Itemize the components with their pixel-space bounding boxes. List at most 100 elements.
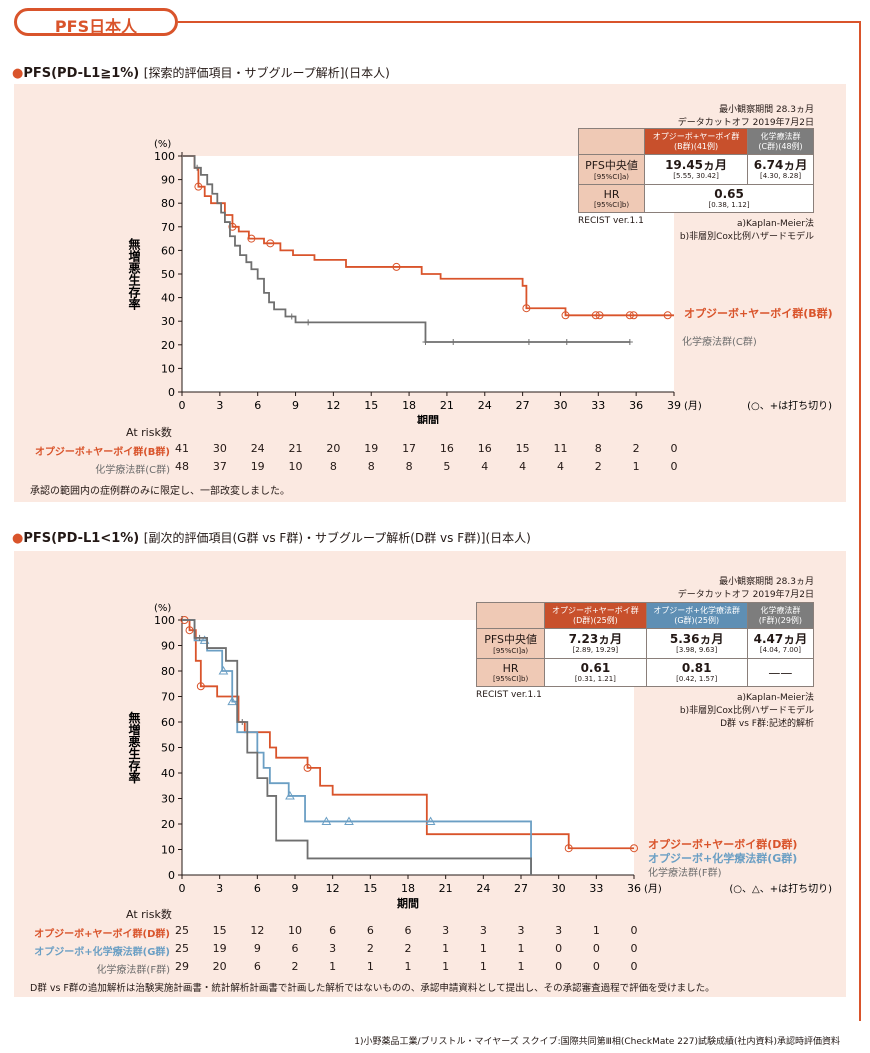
censor-plus <box>525 338 532 345</box>
x-tick-label: 3 <box>216 882 223 895</box>
risk-c-value: 48 <box>175 460 189 473</box>
x-tick-label: 21 <box>439 882 453 895</box>
x-tick-label: 24 <box>476 882 490 895</box>
risk-b-value: 21 <box>288 442 303 455</box>
censor-circle <box>185 626 194 635</box>
censor-plus <box>239 719 246 725</box>
x-tick-label: 12 <box>326 399 340 412</box>
risk-g-value: 1 <box>442 942 450 955</box>
risk-c-value: 5 <box>443 460 451 473</box>
table2-col-d: オプジーボ+ヤーボイ群 (D群)(25例) <box>544 602 647 629</box>
risk-d-value: 12 <box>250 924 265 937</box>
x-tick-label: 36 <box>627 882 641 895</box>
censor-plus <box>450 338 457 345</box>
risk-g-value: 0 <box>592 942 600 955</box>
x-tick-label: 33 <box>589 882 603 895</box>
risk-f-value: 1 <box>517 960 525 973</box>
table2-d-median: 7.23ヵ月 [2.89, 19.29] <box>544 628 647 659</box>
censor-circle <box>625 311 634 320</box>
censor-circle <box>564 844 573 853</box>
risk-g-value: 25 <box>175 942 189 955</box>
y-tick-label: 60 <box>161 716 175 729</box>
legend-blue: オプジーボ+化学療法群(G群) <box>648 851 797 865</box>
section2-approval-note: D群 vs F群の追加解析は治験実施計画書・統計解析計画書で計画した解析ではない… <box>30 983 715 994</box>
x-tick-label: 0 <box>179 399 186 412</box>
censor-plus <box>305 319 312 326</box>
section1-footnote-b: b)非層別Cox比例ハザードモデル <box>679 232 814 242</box>
risk-d-value: 6 <box>329 924 337 937</box>
y-tick-label: 0 <box>168 869 175 882</box>
risk-b-value: 16 <box>439 442 454 455</box>
section1-approval-note: 承認の範囲内の症例群のみに限定し、一部改変しました。 <box>30 486 290 497</box>
y-unit: (%) <box>154 603 171 614</box>
risk-b-value: 2 <box>632 442 640 455</box>
risk-g-value: 6 <box>291 942 299 955</box>
table1-b-median: 19.45ヵ月 [5.55, 30.42] <box>644 154 749 185</box>
censor-circle <box>392 262 401 271</box>
risk-g-value: 9 <box>253 942 261 955</box>
censor-triangle <box>285 790 295 800</box>
section2-table: オプジーボ+ヤーボイ群 (D群)(25例) オプジーボ+化学療法群 (G群)(25例… <box>475 602 815 687</box>
section1-title: ●PFS(PD-L1≧1%) [探索的評価項目・サブグループ解析](日本人) <box>12 66 390 81</box>
y-tick-label: 70 <box>161 691 175 704</box>
table1-col-b: オプジーボ+ヤーボイ群 (B群)(41例) <box>644 128 749 155</box>
y-tick-label: 50 <box>161 742 175 755</box>
x-tick-label: 30 <box>553 399 567 412</box>
y-tick-label: 30 <box>161 793 175 806</box>
y-tick-label: 100 <box>154 150 175 163</box>
risk2-d-label: オプジーボ+ヤーボイ群(D群) <box>34 929 170 940</box>
risk-c-value: 19 <box>250 460 265 473</box>
y-tick-label: 40 <box>161 292 175 305</box>
y-tick-label: 90 <box>161 174 175 187</box>
x-tick-label: 6 <box>254 399 261 412</box>
risk-c-value: 0 <box>670 460 678 473</box>
y-axis-label: 無増悪生存率 <box>127 710 141 784</box>
y-tick-label: 30 <box>161 315 175 328</box>
censor-note: (○、+は打ち切り) <box>747 399 832 412</box>
censor-note: (○、△、+は打ち切り) <box>729 882 832 895</box>
x-tick-label: 9 <box>292 399 299 412</box>
risk2-f-label: 化学療法群(F群) <box>96 965 170 976</box>
risk-b-value: 17 <box>402 442 417 455</box>
y-tick-label: 70 <box>161 221 175 234</box>
risk-d-value: 6 <box>366 924 374 937</box>
section2-footnote-c: D群 vs F群:記述的解析 <box>720 719 814 729</box>
risk1-c-label: 化学療法群(C群) <box>95 465 170 476</box>
table2-col-g: オプジーボ+化学療法群 (G群)(25例) <box>645 602 748 629</box>
x-tick-label: 27 <box>514 882 528 895</box>
risk-g-value: 0 <box>555 942 563 955</box>
risk-d-value: 3 <box>442 924 450 937</box>
risk-b-value: 15 <box>515 442 530 455</box>
x-tick-label: 12 <box>326 882 340 895</box>
risk-f-value: 6 <box>253 960 261 973</box>
risk-g-value: 1 <box>517 942 525 955</box>
censor-circle <box>595 311 604 320</box>
x-axis-label: 期間 <box>397 896 419 910</box>
y-tick-label: 20 <box>161 818 175 831</box>
risk-d-value: 3 <box>517 924 525 937</box>
x-axis-label: 期間 <box>417 413 439 424</box>
table2-col-f: 化学療法群 (F群)(29例) <box>746 602 815 629</box>
risk-g-value: 1 <box>479 942 487 955</box>
y-tick-label: 10 <box>161 844 175 857</box>
risk-c-value: 10 <box>288 460 303 473</box>
section1-footnote-a: a)Kaplan-Meier法 <box>736 219 814 229</box>
header-divider <box>178 21 860 23</box>
legend-red: オプジーボ+ヤーボイ群(D群) <box>648 837 797 851</box>
x-tick-label: 0 <box>179 882 186 895</box>
section2-footnote-b: b)非層別Cox比例ハザードモデル <box>679 706 814 716</box>
table2-f-hr: —— <box>746 658 815 687</box>
censor-circle <box>561 311 570 320</box>
section2-cutoff: データカットオフ 2019年7月2日 <box>677 590 814 600</box>
section1-table: オプジーボ+ヤーボイ群 (B群)(41例) 化学療法群 (C群)(48例) PFS中… <box>577 128 814 213</box>
censor-plus <box>194 164 201 171</box>
risk-f-value: 1 <box>479 960 487 973</box>
table2-corner <box>475 602 546 629</box>
risk-d-value: 3 <box>479 924 487 937</box>
risk-b-value: 30 <box>212 442 227 455</box>
y-tick-label: 80 <box>161 197 175 210</box>
x-tick-label: 24 <box>478 399 492 412</box>
y-unit: (%) <box>154 139 171 150</box>
y-tick-label: 10 <box>161 362 175 375</box>
table2-row2-label: HR [95%CI]b) <box>475 658 546 687</box>
